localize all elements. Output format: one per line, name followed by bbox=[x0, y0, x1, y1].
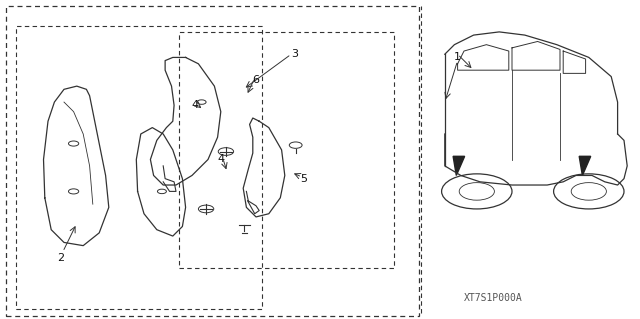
Text: 3: 3 bbox=[291, 49, 298, 59]
Text: 4: 4 bbox=[191, 100, 199, 110]
Text: 5: 5 bbox=[301, 174, 307, 184]
Text: 2: 2 bbox=[57, 253, 65, 263]
Polygon shape bbox=[453, 156, 465, 175]
Text: 4: 4 bbox=[217, 154, 225, 165]
Text: XT7S1P000A: XT7S1P000A bbox=[463, 293, 522, 303]
Text: 1: 1 bbox=[454, 52, 461, 63]
Text: 6: 6 bbox=[253, 75, 259, 85]
Polygon shape bbox=[579, 156, 591, 175]
